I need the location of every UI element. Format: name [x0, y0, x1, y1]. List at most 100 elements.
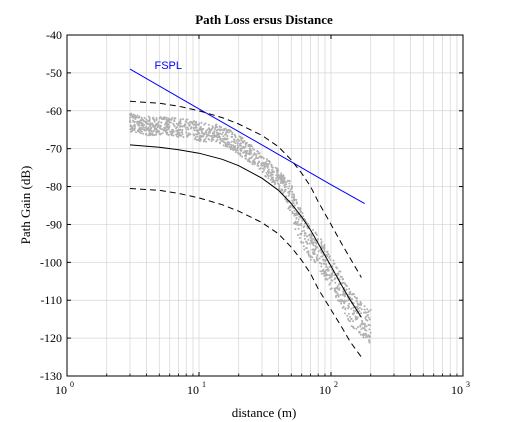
measured-point [312, 248, 315, 251]
measured-point [313, 239, 316, 242]
measured-point [300, 224, 303, 227]
grid-lines [67, 35, 463, 376]
y-tick-label: -120 [40, 331, 62, 345]
measured-point [365, 329, 368, 332]
measured-point [148, 118, 151, 121]
measured-point [257, 150, 259, 153]
measured-point [274, 181, 277, 184]
measured-point [231, 135, 234, 138]
measured-point [303, 237, 306, 240]
x-tick-exponent: 3 [466, 380, 470, 389]
measured-point [323, 245, 325, 248]
measured-point [319, 270, 322, 273]
measured-point [211, 136, 214, 139]
measured-point [313, 259, 316, 261]
measured-point [287, 191, 290, 193]
measured-point [133, 116, 136, 119]
measured-point [311, 256, 314, 259]
measured-point [250, 152, 253, 155]
measured-point [282, 181, 285, 184]
measured-point [265, 172, 268, 174]
measured-point [234, 142, 237, 145]
measured-point [142, 120, 145, 122]
measured-point [328, 274, 331, 277]
measured-point [223, 138, 226, 141]
measured-point [182, 136, 185, 138]
measured-point [331, 279, 334, 282]
measured-point [144, 126, 147, 129]
measured-point [258, 152, 261, 155]
measured-point [348, 302, 351, 305]
measured-point [219, 141, 221, 144]
measured-point [341, 282, 344, 285]
measured-point [253, 160, 256, 163]
measured-point [255, 154, 258, 157]
measured-point [327, 269, 330, 272]
measured-point [328, 283, 331, 286]
measured-point [305, 247, 308, 250]
measured-point [359, 303, 361, 306]
x-tick-exponent: 2 [334, 380, 338, 389]
measured-point [276, 179, 279, 182]
measured-point [257, 162, 259, 165]
measured-point [162, 117, 165, 120]
measured-point [302, 241, 305, 244]
measured-point [324, 269, 327, 272]
measured-point [228, 146, 231, 149]
measured-point [368, 335, 371, 338]
plot-frame [66, 34, 464, 377]
measured-point [205, 135, 208, 138]
measured-point [253, 158, 256, 161]
measured-point [231, 131, 234, 134]
measured-point [353, 295, 356, 298]
measured-point [297, 206, 299, 209]
measured-point [324, 259, 326, 261]
measured-point [289, 206, 292, 209]
measured-point [129, 125, 132, 128]
measured-point [323, 244, 326, 246]
measured-point [240, 144, 242, 147]
measured-point [211, 138, 213, 141]
measured-point [343, 301, 345, 304]
measured-point [270, 173, 273, 176]
measured-point [361, 322, 363, 325]
measured-point [236, 142, 239, 145]
measured-point [253, 152, 256, 155]
measured-point [246, 150, 249, 152]
measured-point [301, 212, 304, 215]
measured-point [142, 123, 144, 126]
measured-point [163, 126, 166, 129]
plot-series: FSPL [129, 60, 372, 358]
measured-point [204, 122, 207, 125]
measured-point [279, 178, 282, 181]
measured-point [182, 118, 185, 121]
measured-point [283, 176, 286, 179]
measured-point [337, 295, 340, 298]
measured-point [315, 257, 318, 260]
measured-point [271, 173, 274, 176]
measured-point [360, 328, 363, 331]
measured-point [291, 190, 294, 193]
measured-point [312, 241, 315, 244]
measured-point [318, 257, 321, 260]
measured-point [291, 211, 294, 213]
measured-point [234, 136, 237, 139]
measured-point [214, 124, 217, 127]
model-fit-line [129, 144, 362, 318]
measured-point [357, 308, 360, 311]
measured-point [279, 176, 282, 179]
measured-point [325, 277, 328, 280]
measured-point [139, 132, 142, 135]
measured-point [173, 117, 176, 120]
measured-point [283, 184, 286, 187]
measured-point [263, 169, 266, 172]
measured-point [350, 325, 353, 328]
measured-point [291, 201, 294, 204]
measured-point [194, 138, 197, 141]
measured-point [247, 158, 250, 161]
measured-point [222, 131, 224, 134]
measured-point [165, 125, 168, 128]
fspl-annotation: FSPL [154, 60, 182, 72]
measured-point [358, 310, 361, 313]
measured-point [178, 125, 181, 128]
